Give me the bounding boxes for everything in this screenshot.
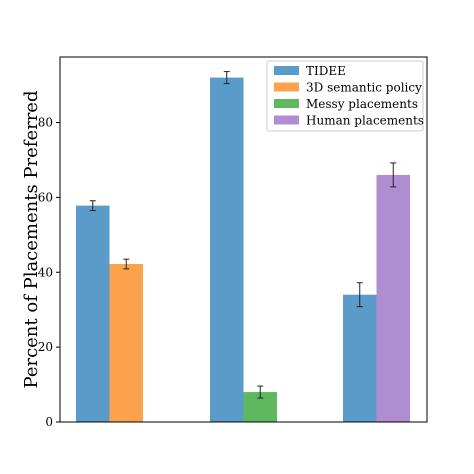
error-bar-tidee-group-2 (223, 71, 230, 85)
legend-swatch-tidee (274, 66, 299, 75)
legend-label-tidee: TIDEE (306, 64, 346, 78)
error-bar-tidee-group-1 (89, 200, 96, 211)
bar-tidee-group-2 (210, 77, 244, 422)
bar-tidee-group-3 (343, 294, 377, 422)
error-bar-human-placements-group-3 (390, 162, 397, 188)
error-bars-layer (89, 71, 397, 399)
legend-label-3d-semantic-policy: 3D semantic policy (306, 81, 422, 95)
y-axis-label: Percent of Placements Preferred (21, 91, 42, 389)
y-tick-label: 60 (38, 190, 53, 204)
y-tick-label: 20 (38, 340, 53, 354)
error-bar-tidee-group-3 (356, 282, 363, 308)
y-axis: 0 20 40 60 80 (38, 116, 60, 429)
legend-swatch-3d-semantic-policy (274, 82, 299, 92)
legend: TIDEE 3D semantic policy Messy placements H… (266, 60, 424, 132)
y-tick-label: 40 (38, 265, 53, 279)
legend-label-messy-placements: Messy placements (306, 97, 418, 111)
legend-swatch-human-placements (274, 115, 299, 125)
bar-tidee-group-1 (76, 205, 110, 422)
y-tick-label: 80 (38, 116, 53, 130)
error-bar-messy-placements-group-2 (257, 385, 264, 399)
bar-human-placements-group-3 (376, 174, 410, 422)
legend-frame (266, 60, 424, 132)
bar-3d-semantic-policy-group-1 (109, 264, 143, 422)
error-bar-3d-semantic-policy-group-1 (123, 258, 130, 270)
y-tick-label: 0 (45, 415, 53, 429)
plot-frame (59, 56, 428, 423)
legend-swatch-messy-placements (274, 99, 299, 108)
bars-layer (76, 77, 410, 422)
legend-label-human-placements: Human placements (306, 114, 424, 128)
